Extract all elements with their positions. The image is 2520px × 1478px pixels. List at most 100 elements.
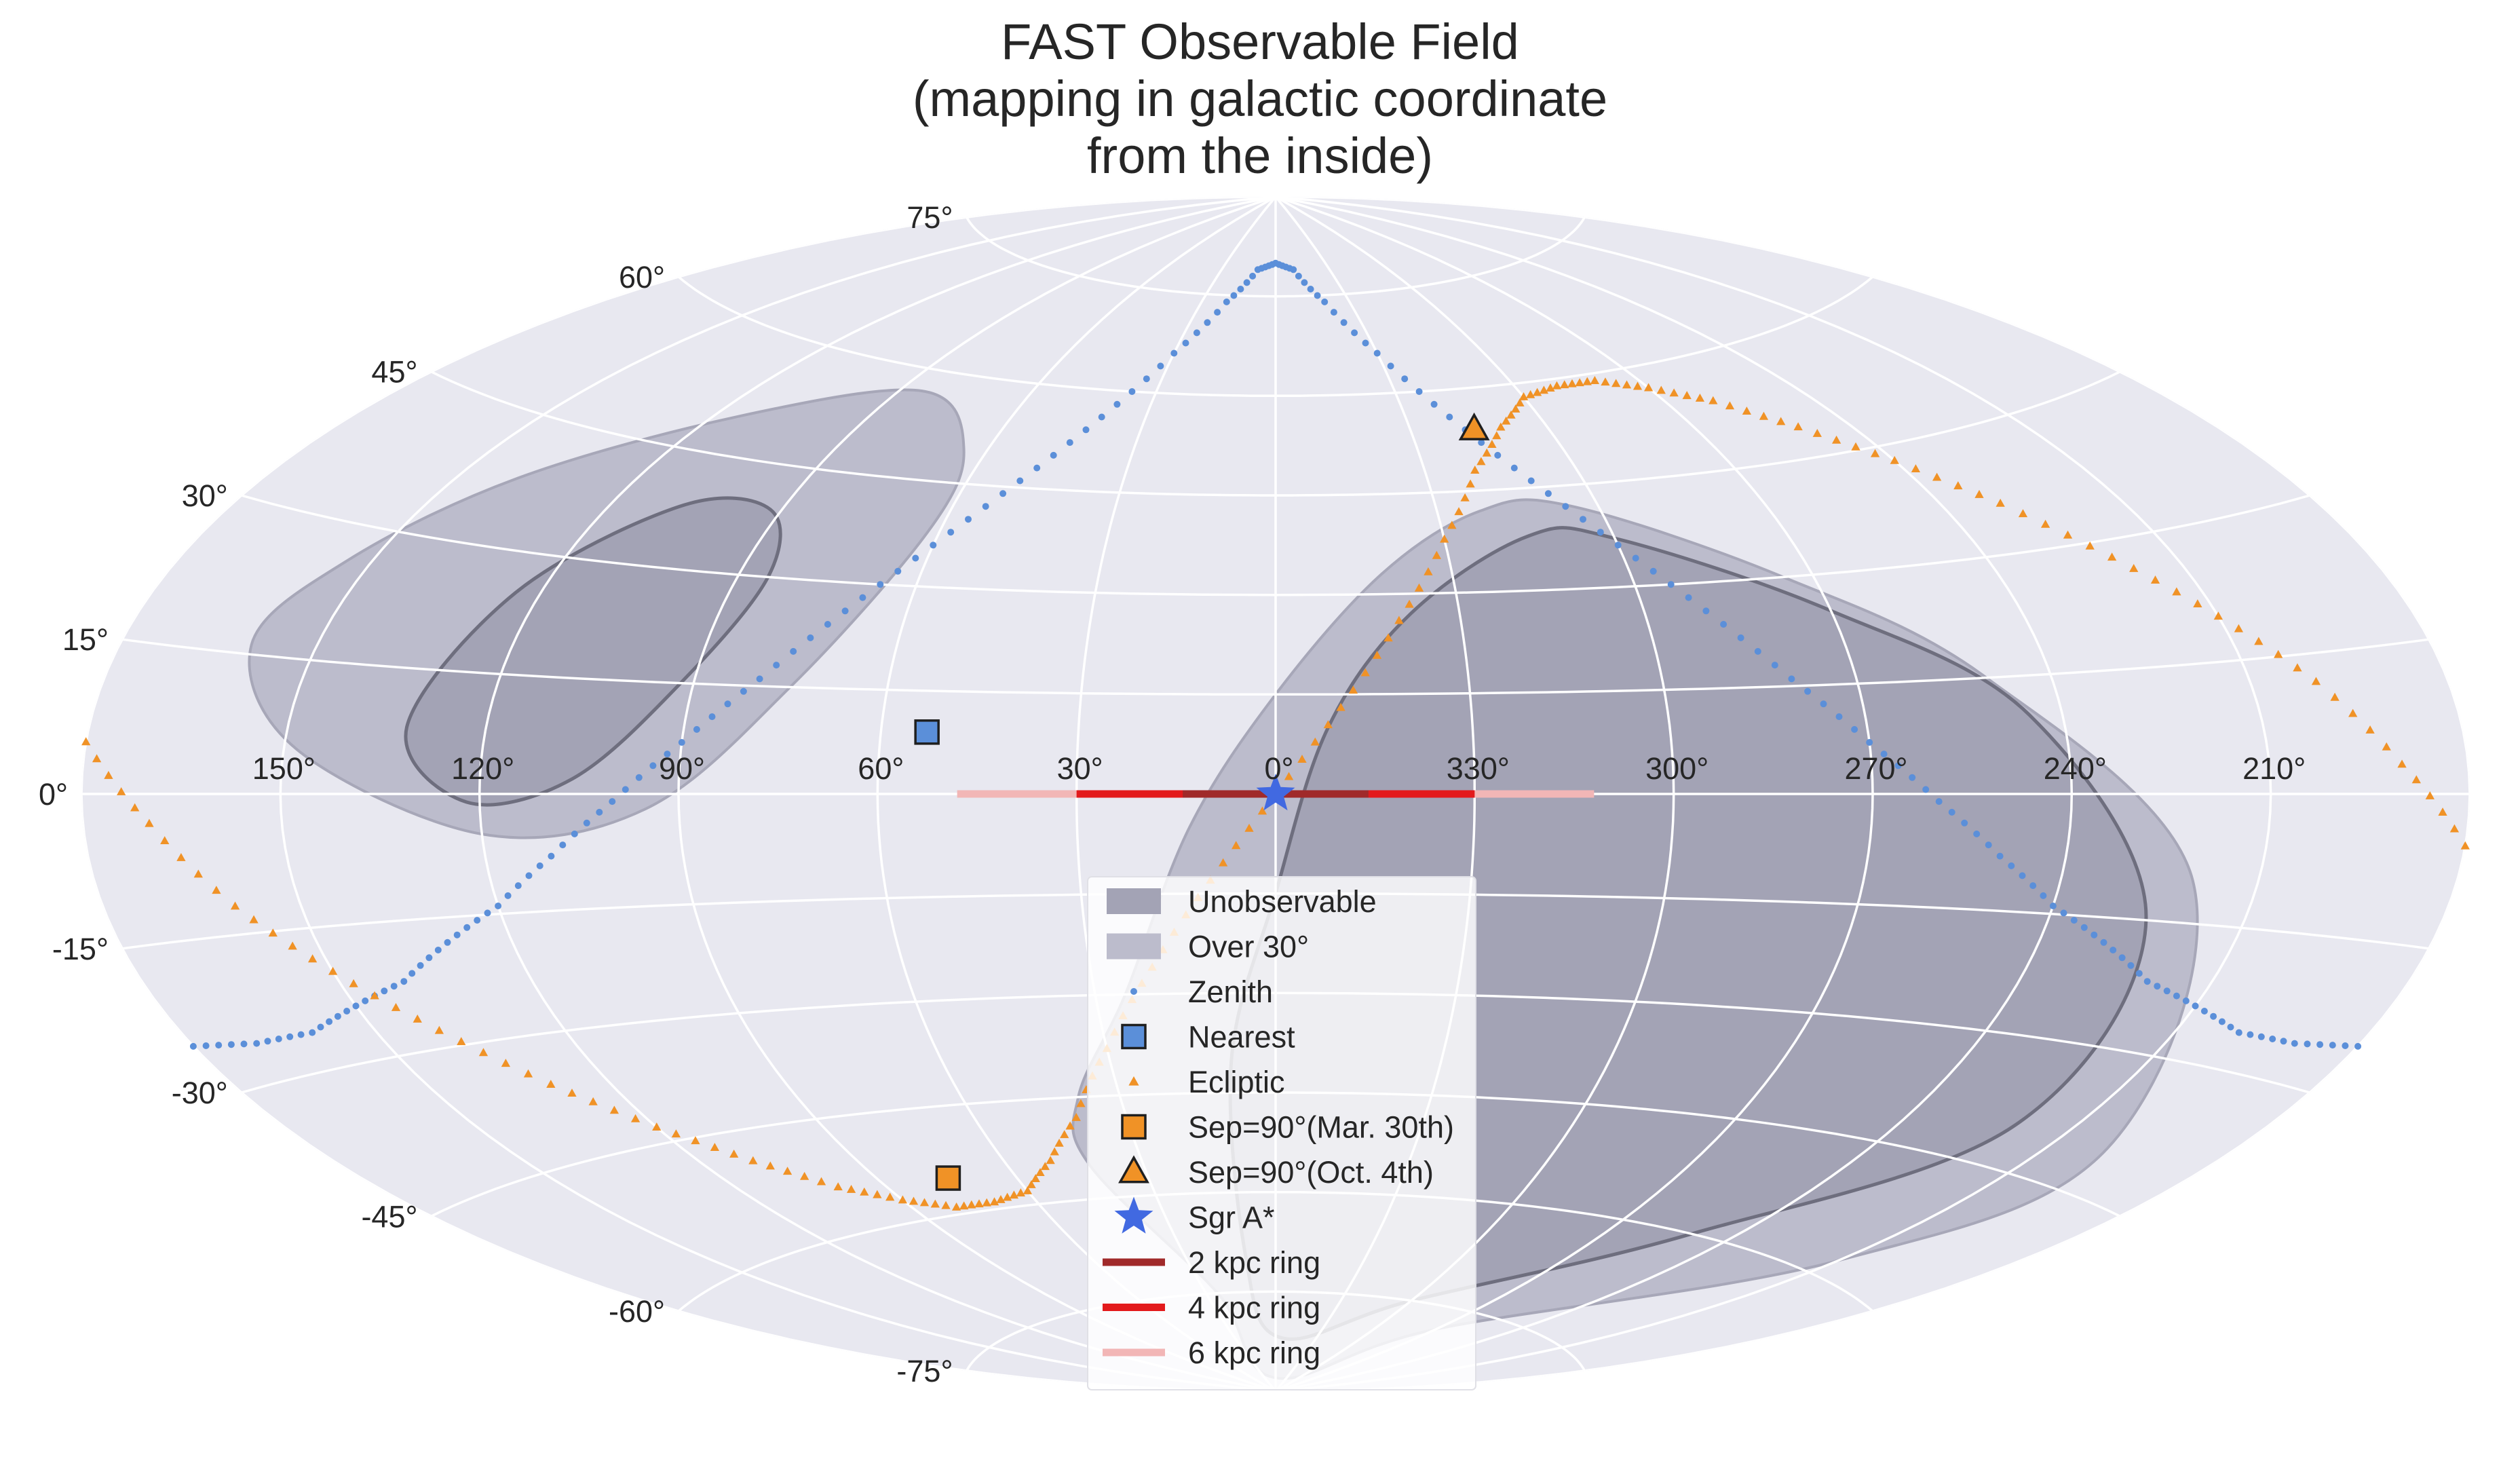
lon-tick-label: 150° — [252, 751, 316, 786]
zenith-point — [1351, 329, 1358, 337]
zenith-point — [947, 529, 955, 536]
ecliptic-point — [2311, 677, 2321, 685]
ecliptic-point — [1447, 520, 1457, 529]
ecliptic-point — [2411, 775, 2421, 784]
ecliptic-point — [1682, 391, 1692, 400]
ecliptic-point — [710, 1143, 720, 1152]
ecliptic-point — [1310, 737, 1320, 746]
zenith-point — [1632, 554, 1639, 562]
zenith-point — [1909, 774, 1916, 781]
ecliptic-point — [1996, 498, 2005, 507]
ecliptic-point — [782, 1167, 793, 1175]
chart-title-line-3: from the inside) — [1087, 128, 1433, 184]
ecliptic-point — [1708, 396, 1718, 404]
zenith-point — [2247, 1031, 2254, 1038]
ecliptic-point — [2330, 692, 2340, 701]
zenith-point — [1362, 339, 1369, 347]
ecliptic-point — [873, 1190, 882, 1198]
ecliptic-point — [1793, 422, 1803, 431]
lat-tick-label: -15° — [52, 932, 109, 966]
zenith-point — [1307, 286, 1314, 292]
ecliptic-point — [1575, 378, 1584, 387]
ecliptic-point — [1002, 1192, 1012, 1201]
zenith-point — [894, 567, 902, 575]
ecliptic-point — [1372, 650, 1382, 659]
legend-nearest-label: Nearest — [1188, 1020, 1295, 1055]
ecliptic-point — [160, 836, 170, 845]
zenith-point — [240, 1040, 248, 1048]
parallel-line — [430, 371, 2121, 497]
lon-tick-label: 60° — [858, 751, 904, 786]
zenith-point — [1204, 319, 1211, 326]
zenith-point — [2008, 862, 2015, 869]
zenith-point — [1562, 503, 1569, 510]
nearest-marker — [914, 719, 940, 745]
ecliptic-point — [523, 1069, 533, 1078]
legend-zenith-label: Zenith — [1188, 974, 1273, 1009]
ecliptic-point — [1027, 1180, 1036, 1188]
ecliptic-point — [501, 1059, 511, 1067]
ecliptic-point — [1432, 550, 1441, 559]
ecliptic-point — [691, 1136, 700, 1145]
zenith-point — [417, 962, 424, 969]
ecliptic-point — [1016, 1188, 1025, 1197]
ecliptic-point — [104, 770, 113, 779]
zenith-point — [2091, 931, 2098, 939]
lat-tick-label: -75° — [896, 1354, 953, 1388]
zenith-point — [982, 503, 989, 510]
sep-90-mar-30th-marker — [935, 1165, 961, 1191]
zenith-point — [1804, 687, 1812, 695]
ecliptic-point — [1323, 720, 1333, 729]
legend-sep-90-oct-4th-label: Sep=90°(Oct. 4th) — [1188, 1155, 1434, 1190]
zenith-point — [514, 882, 522, 890]
ecliptic-point — [885, 1192, 895, 1201]
zenith-point — [1720, 621, 1727, 628]
zenith-point — [1098, 413, 1105, 421]
ecliptic-point — [1511, 404, 1521, 413]
zenith-point — [1182, 339, 1189, 347]
legend-sgr-a-label: Sgr A* — [1188, 1200, 1275, 1235]
ecliptic-point — [951, 1202, 961, 1211]
ecliptic-point — [1502, 416, 1511, 425]
ecliptic-point — [800, 1171, 809, 1180]
lat-tick-label: -60° — [609, 1294, 665, 1329]
ecliptic-point — [2397, 759, 2407, 768]
legend-sep-90-oct-4th-swatch — [1118, 1155, 1149, 1183]
ecliptic-point — [652, 1122, 662, 1131]
zenith-point — [930, 542, 937, 549]
zenith-point — [434, 947, 442, 953]
ecliptic-point — [2293, 663, 2302, 672]
ecliptic-point — [1669, 388, 1679, 397]
ecliptic-point — [1482, 448, 1491, 457]
lat-tick-label: -45° — [361, 1199, 417, 1234]
parallel-line — [121, 638, 2430, 696]
ecliptic-point — [671, 1129, 681, 1138]
zenith-point — [1237, 286, 1244, 292]
ecliptic-point — [1492, 431, 1502, 440]
zenith-point — [1880, 751, 1888, 758]
zenith-point — [664, 751, 671, 758]
ecliptic-point — [1383, 633, 1393, 642]
ecliptic-point — [1470, 466, 1480, 474]
zenith-point — [583, 819, 590, 827]
zenith-point — [1157, 362, 1164, 370]
zenith-point — [525, 872, 533, 879]
zenith-point — [1754, 647, 1761, 655]
ecliptic-point — [1633, 381, 1643, 390]
zenith-point — [1866, 739, 1873, 746]
ecliptic-point — [1870, 449, 1880, 457]
ecliptic-point — [729, 1149, 739, 1158]
zenith-point — [724, 700, 731, 708]
ecliptic-point — [1439, 534, 1449, 543]
lat-tick-label: 30° — [182, 478, 228, 513]
ecliptic-point — [193, 869, 203, 878]
zenith-point — [1033, 464, 1041, 472]
zenith-point — [253, 1040, 261, 1047]
zenith-point — [1510, 464, 1518, 472]
zenith-point — [453, 931, 461, 939]
zenith-point — [841, 607, 849, 615]
ecliptic-point — [1890, 455, 1899, 464]
lat-tick-label: -30° — [172, 1076, 228, 1110]
zenith-point — [2182, 997, 2190, 1004]
zenith-point — [1649, 567, 1657, 575]
